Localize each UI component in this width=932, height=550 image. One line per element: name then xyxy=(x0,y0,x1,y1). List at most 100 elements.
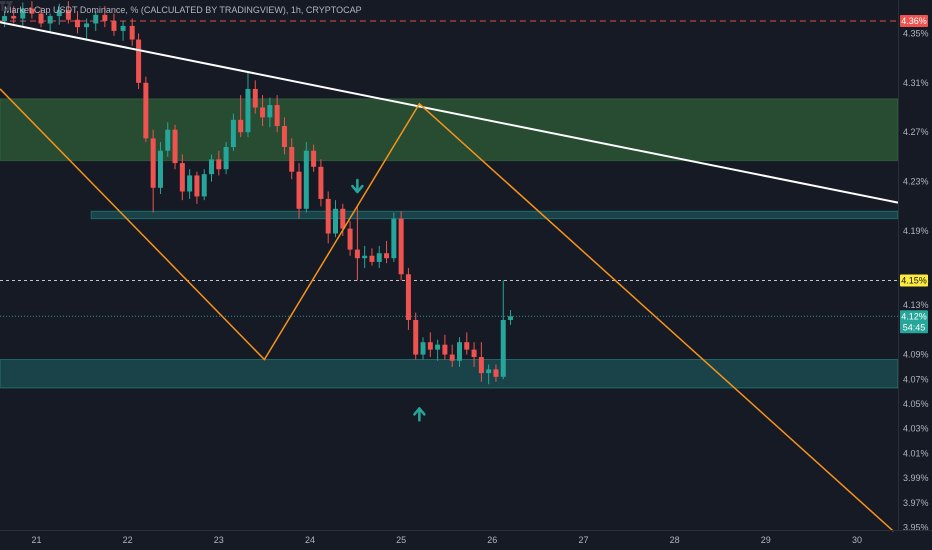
x-tick-label: 22 xyxy=(123,535,133,545)
green-price-badge xyxy=(900,310,928,334)
green-price-badge-label: 4.12% xyxy=(901,311,927,321)
candle-body xyxy=(391,218,397,259)
y-tick-label: 4.35% xyxy=(903,28,929,38)
price-axis-separator xyxy=(898,0,899,530)
candle-body xyxy=(369,255,375,262)
candle-body xyxy=(398,218,404,275)
red-price-badge-label: 4.36% xyxy=(901,16,927,26)
candle-body xyxy=(493,369,499,377)
candle-body xyxy=(289,147,295,172)
x-tick-label: 26 xyxy=(487,535,497,545)
candle-body xyxy=(267,105,273,118)
candle-body xyxy=(245,88,251,133)
candle-body xyxy=(478,357,484,374)
candle-body xyxy=(230,119,236,148)
y-tick-label: 4.27% xyxy=(903,127,929,137)
candle-body xyxy=(187,175,193,192)
candle-body xyxy=(216,159,222,170)
yellow-price-badge-label: 4.15% xyxy=(901,275,927,285)
candle-body xyxy=(11,16,17,19)
x-tick-label: 27 xyxy=(578,535,588,545)
candle-body xyxy=(165,129,171,151)
candle-body xyxy=(449,354,455,361)
zigzag-line xyxy=(0,88,894,532)
candle-body xyxy=(179,163,185,192)
candle-body xyxy=(311,150,317,167)
x-tick-label: 28 xyxy=(670,535,680,545)
trendline xyxy=(0,21,899,204)
candle-body xyxy=(318,166,324,199)
y-tick-label: 4.31% xyxy=(903,78,929,88)
candle-body xyxy=(325,198,331,234)
candle-body xyxy=(456,342,462,361)
time-axis-separator xyxy=(0,530,932,531)
tradingview-logo-icon xyxy=(0,1,13,11)
candle-body xyxy=(56,9,62,17)
candle-body xyxy=(136,39,142,83)
candle-body xyxy=(143,82,149,139)
y-tick-label: 4.23% xyxy=(903,177,929,187)
candle-body xyxy=(223,147,229,170)
candle-body xyxy=(201,174,207,197)
candle-body xyxy=(274,105,280,127)
x-tick-label: 29 xyxy=(761,535,771,545)
candle-body xyxy=(172,129,178,164)
candle-body xyxy=(420,342,426,355)
arrow-down-icon xyxy=(351,178,364,194)
candle-body xyxy=(464,342,470,350)
candle-body xyxy=(442,344,448,355)
candle-body xyxy=(347,228,353,250)
candle-body xyxy=(252,88,258,108)
candle-body xyxy=(20,8,26,19)
x-tick-label: 21 xyxy=(31,535,41,545)
candle-body xyxy=(47,16,53,24)
chart-title: Market Cap USDT Dominance, % (CALCULATED… xyxy=(4,5,362,15)
candle-body xyxy=(281,126,287,148)
candle-body xyxy=(238,119,244,133)
candle-body xyxy=(332,208,338,234)
candle-body xyxy=(296,171,302,209)
candle-body xyxy=(413,319,419,355)
red-price-badge xyxy=(900,15,928,28)
candle-body xyxy=(209,159,215,175)
y-tick-label: 4.03% xyxy=(903,424,929,434)
candle-body xyxy=(194,175,200,197)
candle-body xyxy=(427,342,433,350)
candle-body xyxy=(340,208,346,229)
candle-body xyxy=(129,25,135,40)
x-tick-label: 24 xyxy=(305,535,315,545)
y-tick-label: 4.13% xyxy=(903,300,929,310)
candle-body xyxy=(376,253,382,262)
y-tick-label: 4.09% xyxy=(903,350,929,360)
candle-body xyxy=(405,274,411,320)
x-tick-label: 23 xyxy=(214,535,224,545)
arrow-up-icon xyxy=(413,407,426,422)
y-tick-label: 3.99% xyxy=(903,473,929,483)
y-tick-label: 4.07% xyxy=(903,374,929,384)
candle-body xyxy=(157,150,163,188)
candle-body xyxy=(260,107,266,118)
candle-body xyxy=(508,316,514,320)
candle-body xyxy=(2,16,8,22)
y-tick-label: 4.05% xyxy=(903,399,929,409)
y-tick-label: 4.01% xyxy=(903,448,929,458)
candle-body xyxy=(93,14,99,24)
candle-body xyxy=(435,344,441,350)
y-tick-label: 3.95% xyxy=(903,523,929,533)
candle-body xyxy=(354,249,360,259)
candle-body xyxy=(120,25,126,31)
candle-body xyxy=(29,8,35,14)
y-tick-label: 4.19% xyxy=(903,226,929,236)
y-tick-label: 3.97% xyxy=(903,498,929,508)
yellow-price-badge xyxy=(900,274,928,287)
candle-body xyxy=(384,253,390,259)
thin-band-zone xyxy=(90,210,899,220)
candle-body xyxy=(303,150,309,209)
candle-body xyxy=(150,138,156,188)
candle-body xyxy=(84,23,90,28)
candle-body xyxy=(102,14,108,22)
support-zone xyxy=(0,359,899,389)
candle-body xyxy=(362,255,368,259)
